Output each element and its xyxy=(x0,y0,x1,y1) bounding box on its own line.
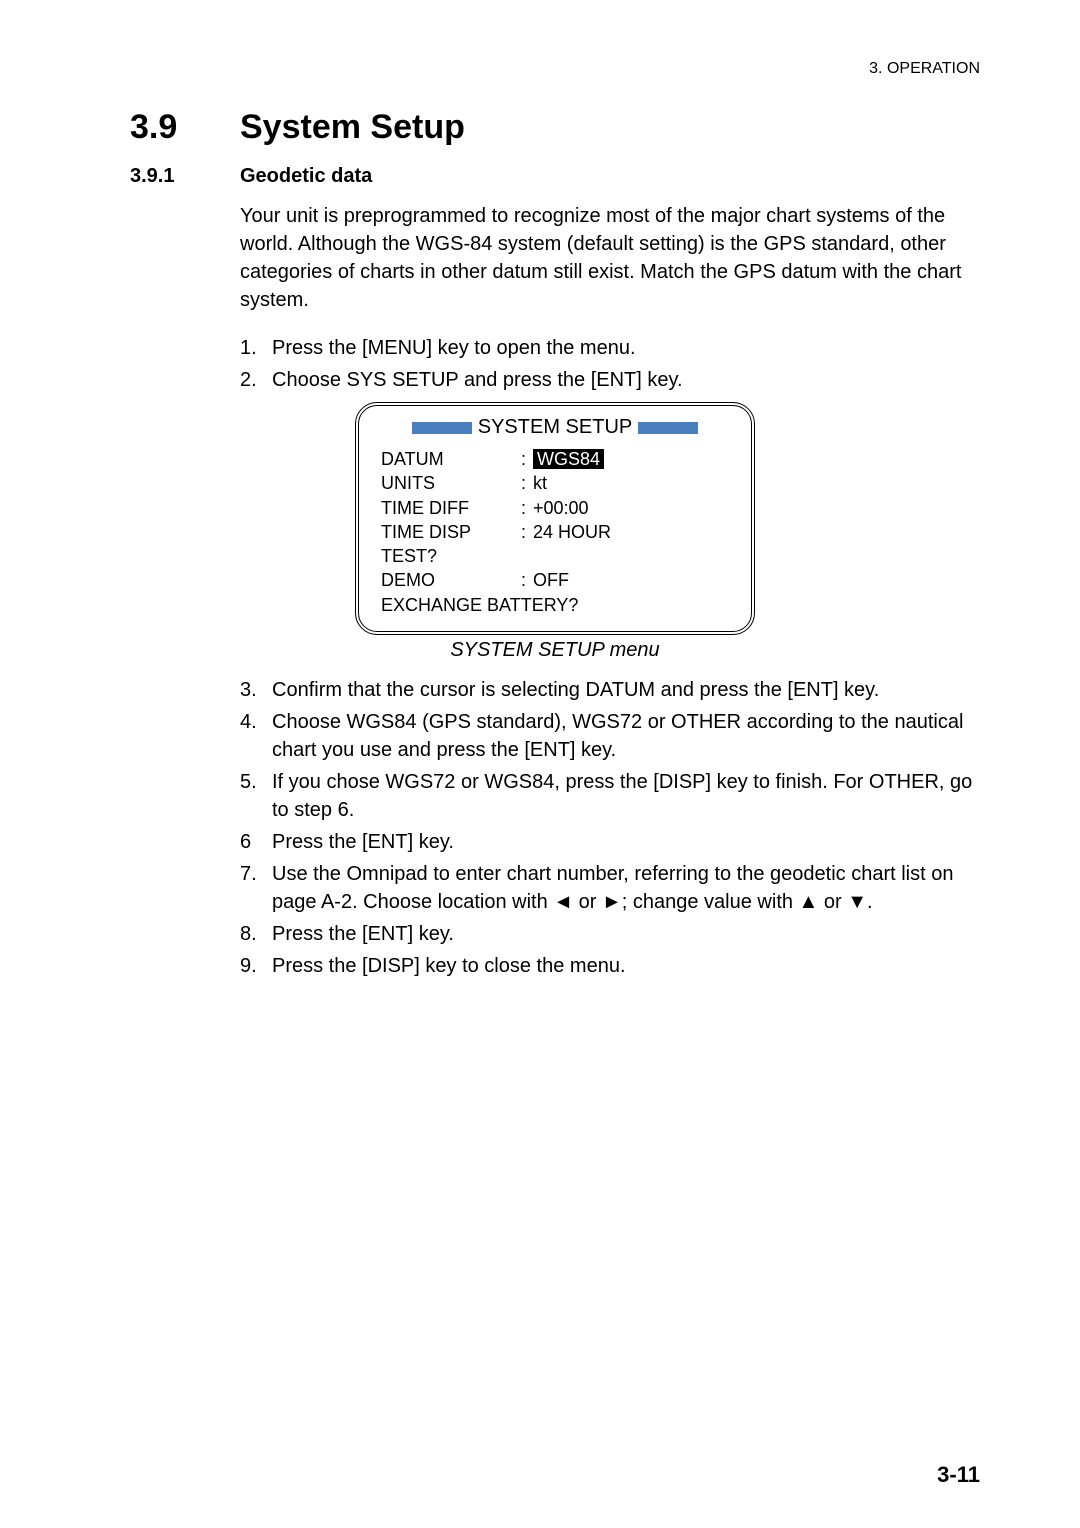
figure-caption: SYSTEM SETUP menu xyxy=(130,639,980,662)
list-text: If you chose WGS72 or WGS84, press the [… xyxy=(272,768,980,824)
setup-label: TIME DIFF xyxy=(381,496,521,520)
section-number: 3.9 xyxy=(130,108,240,147)
setup-row: TIME DIFF: +00:00 xyxy=(381,496,729,520)
steps-before-figure: 1.Press the [MENU] key to open the menu.… xyxy=(240,334,980,394)
list-text: Press the [ENT] key. xyxy=(272,920,980,948)
page-header: 3. OPERATION xyxy=(130,60,980,78)
figure-wrap: SYSTEM SETUP DATUM: WGS84 UNITS: ktTIME … xyxy=(130,402,980,635)
setup-colon: : xyxy=(521,471,533,495)
list-number: 9. xyxy=(240,952,272,980)
page: 3. OPERATION 3.9System Setup 3.9.1Geodet… xyxy=(0,0,1080,1528)
subsection-number: 3.9.1 xyxy=(130,165,240,188)
steps-after-figure: 3.Confirm that the cursor is selecting D… xyxy=(240,676,980,980)
setup-rows: DATUM: WGS84 UNITS: ktTIME DIFF: +00:00T… xyxy=(381,447,729,617)
list-item: 1.Press the [MENU] key to open the menu. xyxy=(240,334,980,362)
setup-value: 24 HOUR xyxy=(533,520,729,544)
list-number: 5. xyxy=(240,768,272,824)
list-item: 2.Choose SYS SETUP and press the [ENT] k… xyxy=(240,366,980,394)
setup-label: TIME DISP xyxy=(381,520,521,544)
setup-colon: : xyxy=(521,568,533,592)
setup-value: kt xyxy=(533,471,729,495)
list-text: Choose SYS SETUP and press the [ENT] key… xyxy=(272,366,980,394)
page-number: 3-11 xyxy=(937,1462,980,1488)
setup-value: WGS84 xyxy=(533,447,729,471)
list-number: 3. xyxy=(240,676,272,704)
setup-label: TEST? xyxy=(381,544,521,568)
setup-value xyxy=(533,544,729,568)
title-bar-right xyxy=(638,422,698,434)
list-text: Press the [MENU] key to open the menu. xyxy=(272,334,980,362)
setup-colon xyxy=(521,544,533,568)
list-item: 9.Press the [DISP] key to close the menu… xyxy=(240,952,980,980)
list-number: 7. xyxy=(240,860,272,916)
title-bar-left xyxy=(412,422,472,434)
list-item: 8.Press the [ENT] key. xyxy=(240,920,980,948)
setup-colon: : xyxy=(521,496,533,520)
system-setup-box: SYSTEM SETUP DATUM: WGS84 UNITS: ktTIME … xyxy=(355,402,755,635)
setup-title-row: SYSTEM SETUP xyxy=(381,416,729,439)
setup-label: DEMO xyxy=(381,568,521,592)
setup-row: TEST? xyxy=(381,544,729,568)
list-item: 5.If you chose WGS72 or WGS84, press the… xyxy=(240,768,980,824)
setup-colon: : xyxy=(521,520,533,544)
list-text: Use the Omnipad to enter chart number, r… xyxy=(272,860,980,916)
list-number: 1. xyxy=(240,334,272,362)
list-text: Confirm that the cursor is selecting DAT… xyxy=(272,676,980,704)
highlighted-value: WGS84 xyxy=(533,449,604,469)
setup-label: DATUM xyxy=(381,447,521,471)
setup-value: +00:00 xyxy=(533,496,729,520)
list-number: 2. xyxy=(240,366,272,394)
list-number: 8. xyxy=(240,920,272,948)
setup-row: DEMO: OFF xyxy=(381,568,729,592)
setup-label: UNITS xyxy=(381,471,521,495)
section-title: System Setup xyxy=(240,108,465,146)
subsection-title: Geodetic data xyxy=(240,165,372,187)
list-item: 4.Choose WGS84 (GPS standard), WGS72 or … xyxy=(240,708,980,764)
intro-paragraph: Your unit is preprogrammed to recognize … xyxy=(240,202,980,314)
list-item: 6Press the [ENT] key. xyxy=(240,828,980,856)
setup-last-line: EXCHANGE BATTERY? xyxy=(381,593,729,617)
subsection-heading: 3.9.1Geodetic data xyxy=(130,165,980,188)
list-text: Press the [DISP] key to close the menu. xyxy=(272,952,980,980)
list-item: 3.Confirm that the cursor is selecting D… xyxy=(240,676,980,704)
setup-title: SYSTEM SETUP xyxy=(478,416,632,439)
list-number: 4. xyxy=(240,708,272,764)
setup-row: TIME DISP: 24 HOUR xyxy=(381,520,729,544)
setup-value: OFF xyxy=(533,568,729,592)
setup-row: DATUM: WGS84 xyxy=(381,447,729,471)
section-heading: 3.9System Setup xyxy=(130,108,980,147)
list-text: Choose WGS84 (GPS standard), WGS72 or OT… xyxy=(272,708,980,764)
setup-colon: : xyxy=(521,447,533,471)
list-number: 6 xyxy=(240,828,272,856)
setup-row: UNITS: kt xyxy=(381,471,729,495)
list-text: Press the [ENT] key. xyxy=(272,828,980,856)
list-item: 7.Use the Omnipad to enter chart number,… xyxy=(240,860,980,916)
